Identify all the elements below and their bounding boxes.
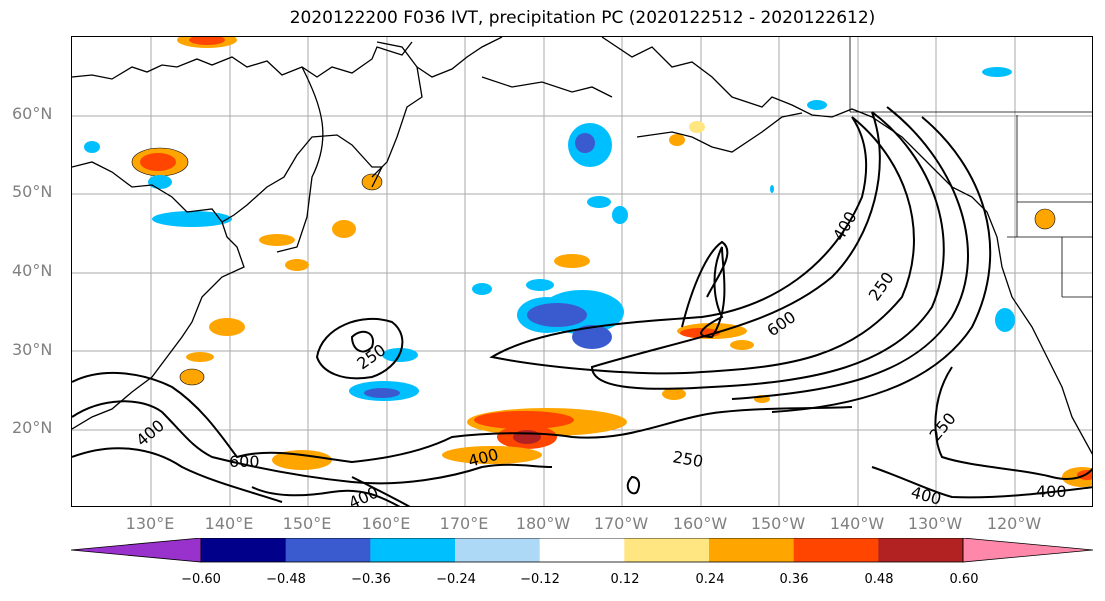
colorbar [71,538,1094,563]
colorbar-tick-label: −0.36 [351,572,391,587]
colorbar-segment [539,538,625,562]
lon-label: 130°E [125,514,175,533]
contour-label: 600 [763,307,799,340]
lon-label: 170°E [439,514,489,533]
colorbar-tick-label: 0.60 [949,572,979,587]
lon-label: 150°E [282,514,332,533]
colorbar-tick-label: 0.12 [610,572,640,587]
colorbar-segments [201,538,964,562]
lon-label: 180°W [515,514,571,533]
lon-label: 160°E [361,514,411,533]
contour-label: 400 [132,416,168,450]
lon-label: 120°W [986,514,1042,533]
political-borders [849,37,1092,298]
colorbar-tick-label: −0.48 [266,572,306,587]
contour-label: 400 [346,482,382,507]
colorbar-outline [200,538,964,563]
colorbar-extend-min [71,538,202,563]
map-panel: 250 400 600 250 400 600 400 250 250 400 … [71,36,1093,507]
lat-label-30n: 30°N [12,340,53,359]
colorbar-segment [878,538,964,562]
contour-label: 250 [865,268,898,304]
map-title: 2020122200 F036 IVT, precipitation PC (2… [289,8,876,28]
colorbar-segment [455,538,541,562]
colorbar-segment [285,538,371,562]
colorbar-segment [709,538,795,562]
colorbar-extend-max [962,538,1094,563]
contour-label: 250 [671,447,704,471]
colorbar-tick-label: −0.12 [520,572,560,587]
contour-label: 250 [926,409,960,445]
contour-label: 400 [829,208,861,244]
map-canvas: 250 400 600 250 400 600 400 250 250 400 … [72,37,1092,507]
lat-label-60n: 60°N [12,104,53,123]
lon-label: 130°W [907,514,963,533]
lon-label: 140°E [204,514,254,533]
lon-label: 160°W [672,514,728,533]
colorbar-tick-label: 0.48 [864,572,894,587]
colorbar-segment [370,538,456,562]
colorbar-segment [201,538,287,562]
ivt-contours [72,106,1092,506]
lat-label-40n: 40°N [12,261,53,280]
colorbar-segment [624,538,710,562]
colorbar-tick-label: 0.36 [779,572,809,587]
coastlines [72,37,1092,455]
colorbar-tick-label: −0.24 [436,572,476,587]
lat-label-50n: 50°N [12,182,53,201]
contour-label: 250 [353,340,389,373]
contour-label: 400 [909,483,943,507]
colorbar-tick-label: −0.60 [181,572,221,587]
lon-label: 150°W [750,514,806,533]
lon-label: 140°W [829,514,885,533]
contour-label: 600 [229,452,260,471]
colorbar-tick-label: 0.24 [695,572,725,587]
lon-label: 170°W [593,514,649,533]
colorbar-segment [793,538,879,562]
contour-label: 400 [1036,482,1067,501]
lat-label-20n: 20°N [12,418,53,437]
